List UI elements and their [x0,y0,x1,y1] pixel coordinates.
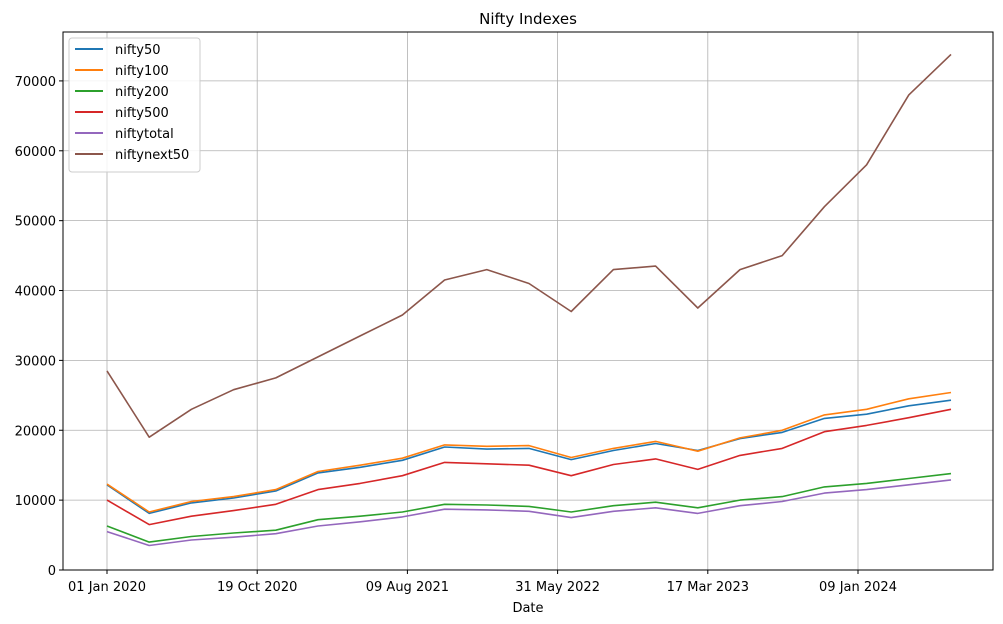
series-line-niftytotal [106,479,952,547]
y-tick-label: 50000 [15,215,56,230]
series-lines [106,53,952,547]
chart-title: Nifty Indexes [479,10,577,28]
y-axis-ticks: 0 10000 20000 30000 40000 50000 60000 70000 [15,75,63,579]
legend-box [68,37,201,173]
y-tick-label: 30000 [15,354,56,369]
series-line-nifty500 [106,408,952,526]
legend-label-nifty200: nifty200 [115,85,169,100]
y-tick-label: 60000 [15,145,56,160]
series-line-nifty100 [106,391,952,513]
legend-label-niftytotal: niftytotal [115,127,174,142]
y-tick-label: 0 [48,564,56,579]
y-tick-label: 20000 [15,424,56,439]
series-line-niftynext50 [106,53,952,439]
y-tick-label: 40000 [15,285,56,300]
plot-frame [62,31,994,571]
x-axis-ticks: 01 Jan 2020 19 Oct 2020 09 Aug 2021 31 May … [68,570,897,595]
x-tick-label: 19 Oct 2020 [217,580,297,595]
legend: nifty50 nifty100 nifty200 nifty500 niftytota… [68,37,201,173]
series-line-nifty50 [106,399,952,515]
legend-label-nifty50: nifty50 [115,43,161,58]
series-line-nifty200 [106,472,952,543]
legend-label-nifty100: nifty100 [115,64,169,79]
x-axis-label: Date [512,601,543,616]
legend-label-niftynext50: niftynext50 [115,148,189,163]
legend-label-nifty500: nifty500 [115,106,169,121]
x-tick-label: 09 Aug 2021 [366,580,449,595]
x-tick-label: 01 Jan 2020 [68,580,146,595]
y-tick-label: 70000 [15,75,56,90]
y-tick-label: 10000 [15,494,56,509]
x-tick-label: 31 May 2022 [515,580,600,595]
x-tick-label: 09 Jan 2024 [819,580,897,595]
x-tick-label: 17 Mar 2023 [667,580,749,595]
